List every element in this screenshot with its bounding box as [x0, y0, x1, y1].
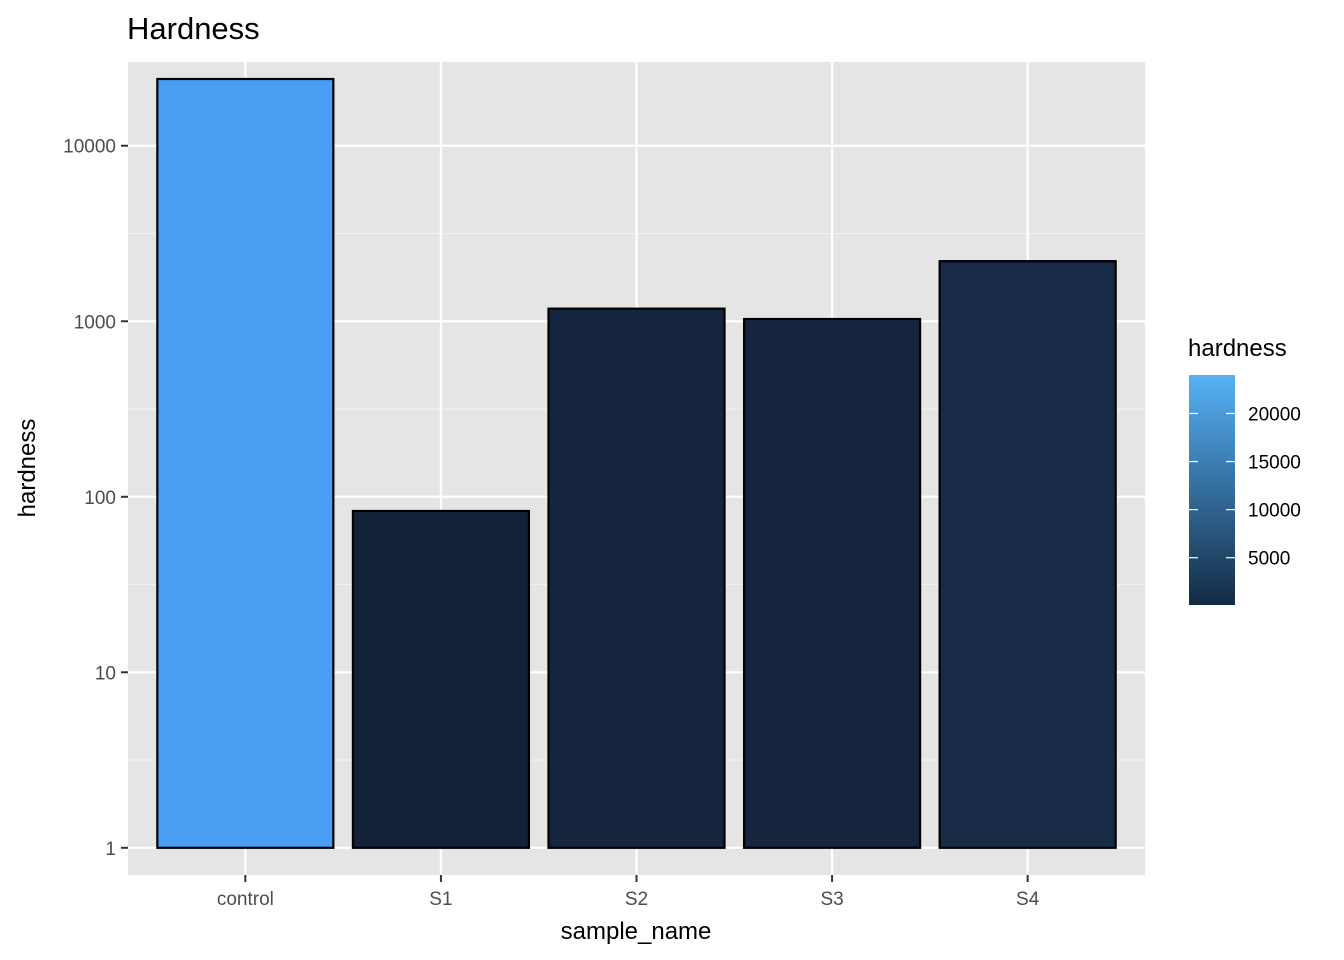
legend-tick-label: 15000 — [1248, 453, 1301, 474]
legend-tick-label: 20000 — [1248, 404, 1301, 425]
legend: hardness 5000 10000 15000 20000 — [1188, 335, 1301, 605]
bar-s4 — [938, 260, 1117, 849]
y-axis-title: hardness — [14, 419, 41, 518]
bars — [156, 77, 1117, 849]
y-axis: 1 10 100 1000 10000 — [63, 137, 128, 860]
bar-control — [156, 77, 335, 849]
x-tick-label: control — [217, 889, 274, 910]
x-tick-label: S1 — [429, 889, 452, 910]
bar-s2 — [547, 307, 726, 849]
legend-tick-label: 5000 — [1248, 549, 1290, 570]
chart-title: Hardness — [127, 11, 260, 46]
x-axis: control S1 S2 S3 S4 — [217, 875, 1040, 910]
y-tick-label: 100 — [84, 488, 116, 509]
y-tick-label: 10 — [95, 663, 116, 684]
y-tick-label: 10000 — [63, 137, 116, 158]
y-tick-label: 1 — [105, 839, 116, 860]
legend-title: hardness — [1188, 335, 1287, 362]
legend-tick-label: 10000 — [1248, 501, 1301, 522]
x-tick-label: S4 — [1016, 889, 1040, 910]
colorbar — [1189, 375, 1235, 605]
bar-s1 — [351, 509, 531, 849]
x-axis-title: sample_name — [561, 918, 712, 945]
x-tick-label: S2 — [625, 889, 648, 910]
bar-s3 — [742, 317, 922, 849]
x-tick-label: S3 — [820, 889, 843, 910]
y-tick-label: 1000 — [74, 312, 116, 333]
legend-ticks: 5000 10000 15000 20000 — [1189, 404, 1301, 570]
